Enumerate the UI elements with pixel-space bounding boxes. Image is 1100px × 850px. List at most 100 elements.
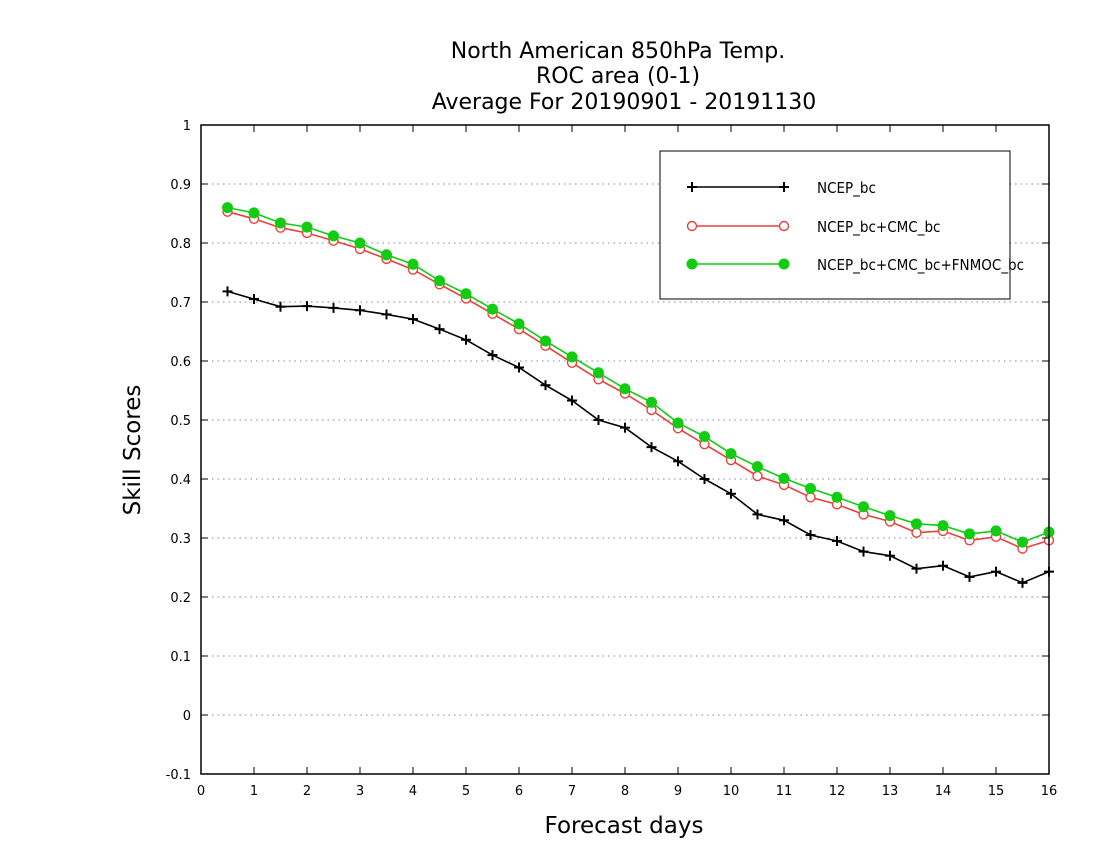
- data-point-ncep-bc: [832, 535, 842, 546]
- data-point-ncep-bc: [381, 309, 392, 320]
- data-point-ncep-bc-cmc-bc-fnmoc-bc: [619, 383, 631, 395]
- x-tick-label: 10: [723, 784, 740, 799]
- data-point-ncep-bc: [567, 395, 577, 406]
- data-point-ncep-bc-cmc-bc-fnmoc-bc: [964, 528, 975, 540]
- x-tick-label: 4: [409, 784, 417, 799]
- y-tick-label: 1: [183, 119, 191, 134]
- x-tick-label: 16: [1041, 784, 1058, 799]
- x-tick-label: 7: [568, 784, 576, 799]
- data-point-ncep-bc: [964, 571, 975, 582]
- series-ncep-bc: [222, 286, 1054, 588]
- y-tick-label: 0.2: [170, 591, 191, 606]
- legend-label: NCEP_bc+CMC_bc+FNMOC_bc: [817, 256, 1024, 275]
- data-point-ncep-bc: [673, 456, 683, 467]
- data-point-ncep-bc: [540, 380, 551, 391]
- data-point-ncep-bc: [355, 305, 365, 316]
- data-point-ncep-bc-cmc-bc-fnmoc-bc: [593, 367, 604, 379]
- y-tick-label: 0.9: [170, 178, 191, 193]
- grid: [201, 183, 1049, 716]
- y-tick-label: 0.8: [170, 237, 191, 252]
- legend: NCEP_bc NCEP_bc+CMC_bc NCEP_bc+CMC_bc+FNMO…: [659, 150, 1024, 300]
- data-point-ncep-bc-cmc-bc-fnmoc-bc: [646, 396, 657, 408]
- y-tick-label: 0: [183, 709, 191, 724]
- data-point-ncep-bc-cmc-bc-fnmoc-bc: [540, 335, 551, 347]
- chart-title-line-1: North American 850hPa Temp.: [451, 39, 786, 64]
- data-point-ncep-bc-cmc-bc-fnmoc-bc: [354, 237, 366, 249]
- legend-marker: [779, 182, 789, 192]
- data-point-ncep-bc: [328, 302, 339, 313]
- x-tick-label: 14: [935, 784, 952, 799]
- data-point-ncep-bc: [726, 488, 736, 499]
- data-point-ncep-bc: [249, 294, 259, 305]
- x-tick-label: 9: [674, 784, 682, 799]
- y-tick-label: 0.5: [170, 414, 191, 429]
- data-point-ncep-bc: [222, 286, 233, 297]
- legend-box: [659, 150, 1011, 300]
- data-point-ncep-bc: [275, 301, 286, 312]
- legend-label: NCEP_bc+CMC_bc: [817, 218, 940, 237]
- data-point-ncep-bc: [779, 515, 789, 526]
- x-tick-label: 0: [197, 784, 205, 799]
- data-point-ncep-bc-cmc-bc-fnmoc-bc: [805, 482, 816, 494]
- data-point-ncep-bc: [487, 350, 498, 361]
- data-point-ncep-bc: [911, 563, 922, 574]
- y-tick-label: -0.1: [166, 768, 191, 783]
- y-tick-label: 0.3: [170, 532, 191, 547]
- data-point-ncep-bc-cmc-bc-fnmoc-bc: [1017, 536, 1028, 548]
- legend-marker: [686, 258, 698, 270]
- data-point-ncep-bc: [752, 509, 763, 520]
- data-point-ncep-bc-cmc-bc-fnmoc-bc: [884, 510, 896, 522]
- legend-entry-ncep-bc-cmc-bc-fnmoc-bc: NCEP_bc+CMC_bc+FNMOC_bc: [686, 256, 1024, 275]
- legend-marker: [686, 220, 698, 232]
- x-tick-label: 1: [250, 784, 258, 799]
- legend-entry-ncep-bc: NCEP_bc: [687, 179, 876, 198]
- data-point-ncep-bc-cmc-bc-fnmoc-bc: [301, 221, 313, 233]
- data-point-ncep-bc-cmc-bc-fnmoc-bc: [248, 207, 260, 219]
- data-point-ncep-bc-cmc-bc-fnmoc-bc: [222, 202, 233, 214]
- data-point-ncep-bc: [885, 550, 895, 561]
- series-ncep-bc-cmc-bc-fnmoc-bc: [222, 202, 1055, 548]
- y-tick-label: 0.4: [170, 473, 191, 488]
- data-point-ncep-bc-cmc-bc-fnmoc-bc: [778, 472, 790, 484]
- data-point-ncep-bc: [620, 422, 630, 433]
- data-point-ncep-bc: [514, 362, 524, 373]
- y-tick-label: 0.6: [170, 355, 191, 370]
- data-point-ncep-bc-cmc-bc-fnmoc-bc: [407, 258, 419, 270]
- data-point-ncep-bc: [408, 314, 418, 325]
- data-point-ncep-bc-cmc-bc-fnmoc-bc: [434, 275, 445, 287]
- data-point-ncep-bc: [461, 334, 471, 345]
- data-point-ncep-bc-cmc-bc-fnmoc-bc: [487, 303, 498, 315]
- data-point-ncep-bc: [699, 474, 710, 484]
- data-point-ncep-bc-cmc-bc-fnmoc-bc: [725, 448, 737, 460]
- data-point-ncep-bc: [991, 566, 1001, 577]
- legend-marker: [778, 220, 790, 232]
- series-layer: [222, 202, 1055, 588]
- data-point-ncep-bc-cmc-bc-fnmoc-bc: [699, 431, 710, 443]
- data-point-ncep-bc: [805, 530, 816, 541]
- data-point-ncep-bc-cmc-bc-fnmoc-bc: [911, 518, 922, 530]
- x-tick-label: 13: [882, 784, 899, 799]
- x-tick-label: 11: [776, 784, 793, 799]
- data-point-ncep-bc-cmc-bc-fnmoc-bc: [328, 230, 339, 242]
- y-tick-label: 0.7: [170, 296, 191, 311]
- data-point-ncep-bc-cmc-bc-fnmoc-bc: [990, 525, 1002, 537]
- x-tick-label: 8: [621, 784, 629, 799]
- data-point-ncep-bc-cmc-bc-fnmoc-bc: [937, 520, 949, 532]
- legend-label: NCEP_bc: [817, 179, 876, 198]
- legend-marker: [778, 258, 790, 270]
- x-tick-label: 15: [988, 784, 1005, 799]
- data-point-ncep-bc-cmc-bc: [911, 527, 922, 538]
- data-point-ncep-bc: [1017, 577, 1028, 588]
- data-point-ncep-bc-cmc-bc-fnmoc-bc: [513, 318, 525, 330]
- data-point-ncep-bc: [938, 560, 948, 571]
- data-point-ncep-bc: [302, 301, 312, 312]
- data-point-ncep-bc: [434, 324, 445, 335]
- data-point-ncep-bc-cmc-bc: [752, 470, 763, 482]
- x-tick-label: 12: [829, 784, 846, 799]
- data-point-ncep-bc-cmc-bc-fnmoc-bc: [275, 217, 286, 229]
- x-tick-label: 3: [356, 784, 364, 799]
- x-tick-label: 5: [462, 784, 470, 799]
- data-point-ncep-bc-cmc-bc-fnmoc-bc: [858, 501, 869, 513]
- chart-title-line-2: ROC area (0-1): [536, 64, 700, 89]
